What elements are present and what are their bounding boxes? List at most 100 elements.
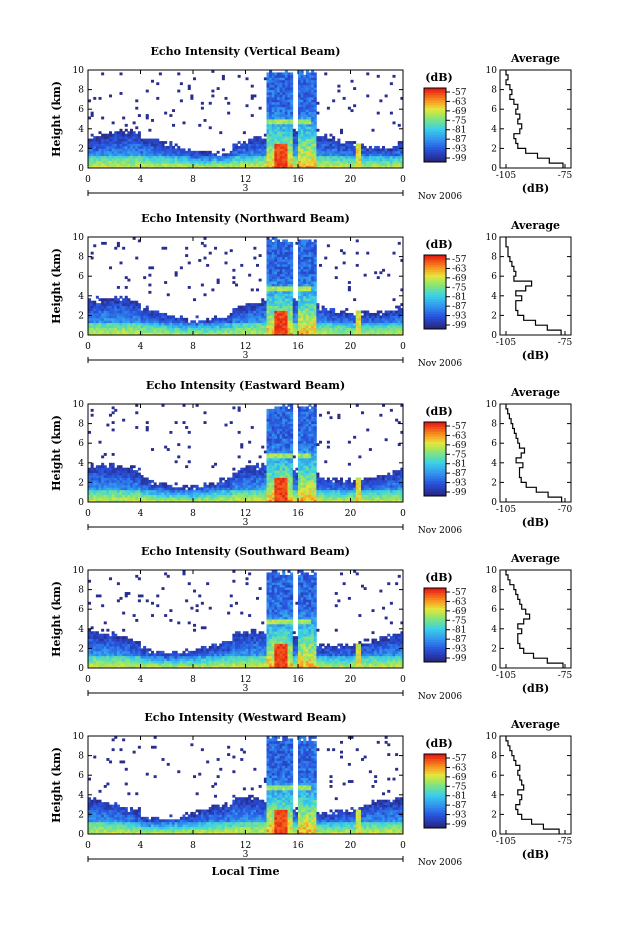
heatmap-cell bbox=[101, 158, 105, 162]
heatmap-cell bbox=[137, 143, 141, 147]
heatmap-cell bbox=[305, 160, 309, 164]
heatmap-cell bbox=[119, 72, 123, 76]
heatmap-cell bbox=[248, 440, 252, 444]
heatmap-cell bbox=[305, 109, 309, 113]
heatmap-cell bbox=[106, 158, 110, 162]
heatmap-cell bbox=[329, 317, 333, 321]
heatmap-cell bbox=[119, 145, 123, 149]
heatmap-cell bbox=[337, 317, 341, 321]
heatmap-cell bbox=[303, 136, 307, 139]
heatmap-cell bbox=[256, 322, 260, 326]
heatmap-cell bbox=[316, 153, 320, 157]
heatmap-cell bbox=[232, 268, 236, 272]
heatmap-cell bbox=[303, 111, 307, 115]
heatmap-cell bbox=[313, 77, 317, 81]
heatmap-cell bbox=[103, 145, 107, 149]
heatmap-cell bbox=[326, 141, 330, 144]
heatmap-cell bbox=[311, 266, 315, 270]
heatmap-cell bbox=[169, 148, 173, 152]
heatmap-cell bbox=[277, 499, 281, 503]
heatmap-cell bbox=[174, 160, 178, 164]
heatmap-cell bbox=[109, 315, 113, 319]
y-tick-label: 2 bbox=[78, 144, 84, 154]
heatmap-cell bbox=[392, 298, 396, 302]
heatmap-cell bbox=[300, 256, 304, 260]
heatmap-cell bbox=[148, 155, 152, 159]
heatmap-cell bbox=[235, 145, 239, 149]
heatmap-cell bbox=[298, 263, 302, 267]
heatmap-cell bbox=[127, 472, 131, 476]
heatmap-cell bbox=[271, 261, 275, 265]
heatmap-cell bbox=[256, 472, 260, 476]
heatmap-cell bbox=[366, 310, 370, 314]
heatmap-cell bbox=[271, 131, 275, 135]
heatmap-cell bbox=[253, 155, 257, 159]
heatmap-cell bbox=[274, 121, 278, 125]
heatmap-cell bbox=[88, 499, 92, 503]
heatmap-cell bbox=[263, 475, 267, 478]
heatmap-cell bbox=[368, 330, 372, 333]
heatmap-cell bbox=[326, 150, 330, 154]
heatmap-cell bbox=[274, 128, 278, 132]
heatmap-cell bbox=[274, 145, 278, 149]
heatmap-cell bbox=[119, 148, 123, 152]
heatmap-cell bbox=[392, 148, 396, 152]
heatmap-cell bbox=[190, 494, 194, 498]
heatmap-cell bbox=[122, 470, 126, 473]
heatmap-cell bbox=[151, 489, 155, 493]
heatmap-cell bbox=[295, 155, 299, 159]
heatmap-cell bbox=[114, 295, 118, 299]
heatmap-cell bbox=[303, 300, 307, 304]
heatmap-cell bbox=[277, 263, 281, 267]
heatmap-cell bbox=[158, 484, 162, 488]
heatmap-cell bbox=[303, 278, 307, 282]
heatmap-cell bbox=[109, 482, 113, 486]
heatmap-cell bbox=[274, 411, 278, 415]
heatmap-cell bbox=[313, 84, 317, 88]
heatmap-cell bbox=[253, 497, 257, 500]
heatmap-cell bbox=[124, 298, 128, 302]
heatmap-cell bbox=[219, 327, 223, 331]
heatmap-cell bbox=[263, 467, 267, 471]
heatmap-cell bbox=[290, 123, 294, 127]
heatmap-cell bbox=[340, 322, 344, 326]
heatmap-cell bbox=[132, 121, 136, 125]
heatmap-cell bbox=[253, 479, 257, 483]
heatmap-cell bbox=[219, 492, 223, 496]
heatmap-cell bbox=[271, 244, 275, 248]
heatmap-cell bbox=[93, 475, 97, 478]
heatmap-cell bbox=[114, 472, 118, 476]
heatmap-cell bbox=[111, 467, 115, 471]
heatmap-cell bbox=[90, 470, 94, 473]
heatmap-cell bbox=[158, 165, 162, 169]
heatmap-cell bbox=[308, 148, 312, 152]
heatmap-cell bbox=[98, 143, 102, 147]
heatmap-cell bbox=[298, 320, 302, 324]
heatmap-cell bbox=[308, 128, 312, 132]
heatmap-cell bbox=[269, 276, 273, 280]
heatmap-cell bbox=[271, 249, 275, 253]
heatmap-cell bbox=[198, 499, 202, 503]
heatmap-cell bbox=[156, 148, 160, 152]
heatmap-cell bbox=[271, 440, 275, 444]
heatmap-cell bbox=[311, 281, 315, 284]
heatmap-cell bbox=[274, 467, 278, 471]
heatmap-cell bbox=[326, 320, 330, 324]
heatmap-cell bbox=[274, 116, 278, 120]
heatmap-cell bbox=[342, 150, 346, 154]
heatmap-cell bbox=[258, 145, 262, 149]
heatmap-cell bbox=[164, 165, 168, 169]
heatmap-cell bbox=[190, 163, 194, 166]
heatmap-cell bbox=[164, 150, 168, 154]
heatmap-cell bbox=[177, 489, 181, 493]
heatmap-cell bbox=[106, 332, 110, 336]
heatmap-cell bbox=[245, 148, 249, 152]
heatmap-cell bbox=[90, 163, 94, 166]
heatmap-cell bbox=[269, 310, 273, 314]
heatmap-cell bbox=[274, 293, 278, 297]
heatmap-cell bbox=[95, 325, 99, 329]
heatmap-cell bbox=[274, 406, 278, 410]
heatmap-cell bbox=[355, 251, 359, 255]
heatmap-cell bbox=[200, 160, 204, 164]
heatmap-cell bbox=[263, 492, 267, 496]
